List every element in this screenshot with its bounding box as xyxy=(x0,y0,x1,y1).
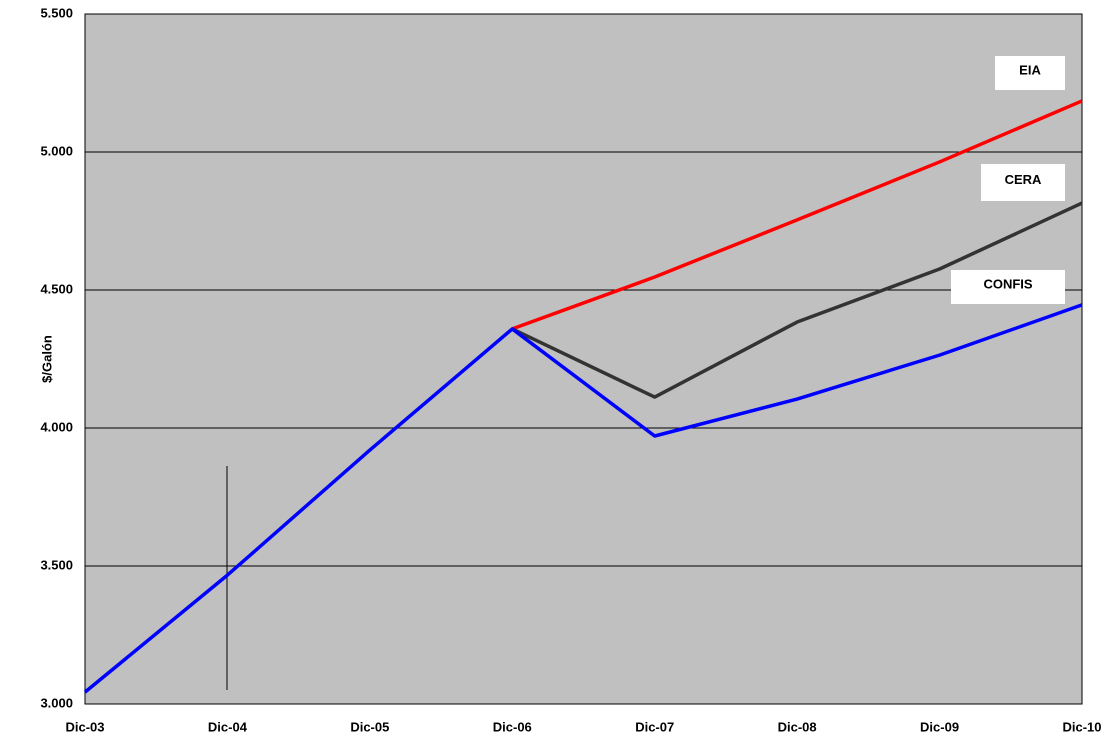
series-line xyxy=(511,99,1083,331)
y-tick-label: 4.500 xyxy=(40,281,73,296)
x-tick-label: Dic-09 xyxy=(920,719,959,734)
plot-area xyxy=(84,13,1083,705)
legend-label: CONFIS xyxy=(983,276,1032,291)
legend-label: CERA xyxy=(1005,172,1042,187)
series-line xyxy=(83,303,1083,694)
legend-box xyxy=(951,270,1065,304)
x-tick-label: Dic-07 xyxy=(635,719,674,734)
y-tick-label: 3.000 xyxy=(40,695,73,710)
x-tick-label: Dic-10 xyxy=(1062,719,1101,734)
x-tick-label: Dic-03 xyxy=(65,719,104,734)
legend-label: EIA xyxy=(1019,62,1041,77)
y-tick-label: 3.500 xyxy=(40,557,73,572)
y-tick-label: 5.000 xyxy=(40,143,73,158)
y-tick-label: 4.000 xyxy=(40,419,73,434)
series-line xyxy=(511,201,1083,399)
legend-box xyxy=(995,56,1065,90)
x-tick-label: Dic-04 xyxy=(208,719,248,734)
x-tick-label: Dic-05 xyxy=(350,719,389,734)
legend-box xyxy=(981,164,1065,201)
x-tick-label: Dic-06 xyxy=(493,719,532,734)
x-tick-label: Dic-08 xyxy=(778,719,817,734)
y-tick-label: 5.500 xyxy=(40,5,73,20)
y-axis-label: $/Galón xyxy=(39,335,54,383)
